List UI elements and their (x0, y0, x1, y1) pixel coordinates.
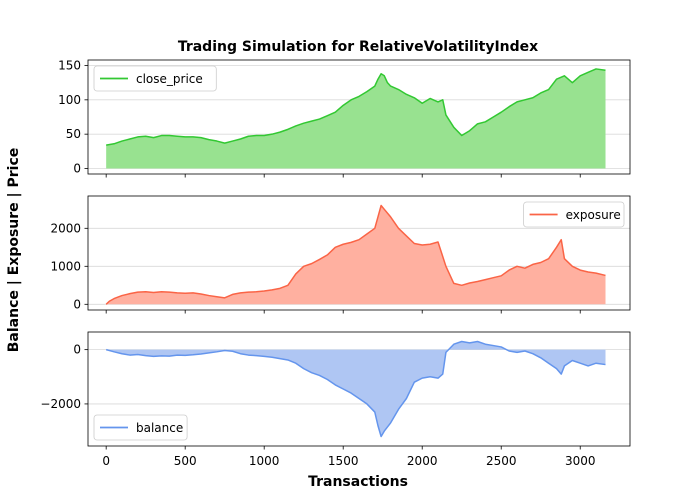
legend-balance: balance (93, 414, 188, 441)
x-tick-label-5: 2500 (486, 454, 517, 468)
panel-balance: −2000 0 balance (40, 331, 631, 450)
x-tick-label-1: 500 (174, 454, 197, 468)
legend-box-balance (93, 414, 188, 441)
y-tick-label-close_price-0: 0 (73, 162, 81, 176)
area-balance (106, 341, 606, 437)
y-tick-label-exposure-1: 1000 (50, 259, 81, 273)
series-line-close_price (106, 68, 606, 146)
y-tick-label-close_price-2: 100 (58, 93, 81, 107)
legend-exposure: exposure (523, 201, 625, 228)
axes-frame-close_price (87, 59, 631, 175)
x-tick-label-2: 1000 (249, 454, 280, 468)
area-exposure (106, 205, 606, 305)
y-tick-label-exposure-0: 0 (73, 297, 81, 311)
legend-box-exposure (523, 201, 625, 228)
legend-close_price: close_price (93, 65, 217, 92)
chart-panels: 0 50 100 150 close_price 0 1000 2000 exposure −20… (40, 58, 631, 468)
panel-close_price: 0 50 100 150 close_price (58, 58, 631, 178)
y-tick-label-balance-0: −2000 (40, 397, 81, 411)
legend-label-close_price: close_price (136, 72, 203, 86)
series-line-exposure (105, 204, 606, 305)
chart-title: Trading Simulation for RelativeVolatilit… (178, 39, 538, 55)
legend-label-balance: balance (136, 421, 183, 435)
y-axis-label: Balance | Exposure | Price (6, 148, 22, 353)
y-tick-label-balance-1: 0 (73, 343, 81, 357)
x-tick-label-3: 1500 (328, 454, 359, 468)
area-close_price (106, 68, 606, 169)
axes-frame-balance (87, 331, 631, 447)
axes-frame-exposure (87, 195, 631, 311)
series-line-balance (105, 340, 606, 438)
panel-exposure: 0 1000 2000 exposure (50, 195, 631, 314)
y-tick-label-close_price-1: 50 (66, 127, 81, 141)
x-tick-label-4: 2000 (407, 454, 438, 468)
x-axis-label: Transactions (308, 474, 408, 490)
x-tick-label-6: 3000 (565, 454, 596, 468)
legend-label-exposure: exposure (566, 208, 621, 222)
x-tick-label-0: 0 (102, 454, 110, 468)
y-tick-label-close_price-3: 150 (58, 58, 81, 72)
y-tick-label-exposure-2: 2000 (50, 221, 81, 235)
legend-box-close_price (93, 65, 217, 92)
